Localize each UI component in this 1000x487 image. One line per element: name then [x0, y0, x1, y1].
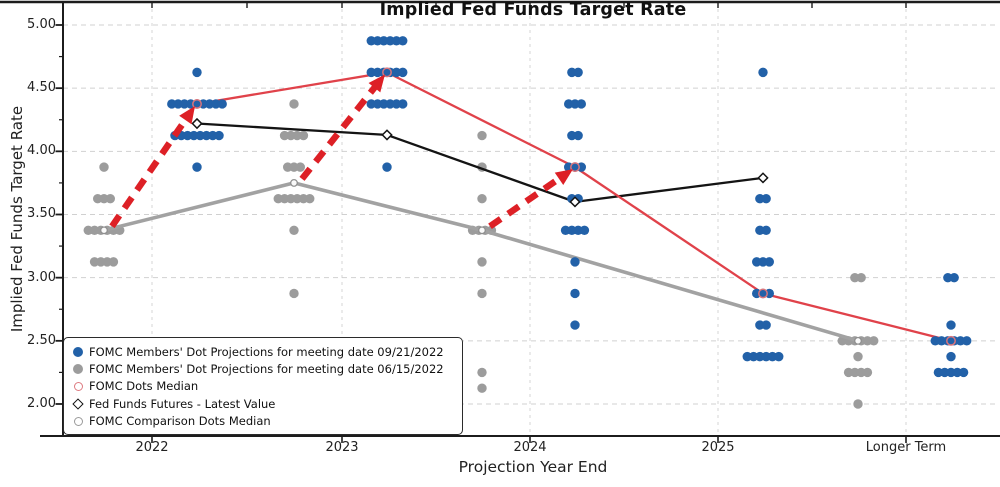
legend-item-dots-0921: FOMC Members' Dot Projections for meetin… [71, 343, 454, 360]
y-tick-label: 4.50 [27, 80, 56, 96]
futures-line [196, 122, 764, 204]
legend-item-futures: Fed Funds Futures - Latest Value [71, 395, 454, 412]
x-tick-label: 2022 [135, 440, 169, 455]
gridlines [63, 2, 997, 436]
x-axis-label: Projection Year End [458, 458, 608, 476]
y-tick-label: 4.00 [27, 143, 56, 159]
x-tick-label: 2025 [701, 440, 735, 455]
chart-legend: FOMC Members' Dot Projections for meetin… [63, 337, 463, 435]
comparison-median-line [103, 181, 859, 343]
legend-label: Fed Funds Futures - Latest Value [89, 396, 276, 411]
y-tick-label: 3.50 [27, 206, 56, 222]
x-tick-label: 2024 [513, 440, 547, 455]
open-diamond-icon [71, 398, 85, 410]
y-tick-label: 2.00 [27, 395, 56, 411]
blue-dot-clusters [167, 36, 972, 378]
gray-open-circle-icon [71, 416, 85, 426]
legend-item-dots-0615: FOMC Members' Dot Projections for meetin… [71, 360, 454, 377]
legend-label: FOMC Dots Median [89, 379, 199, 394]
y-tick-label: 2.50 [27, 332, 56, 348]
chart-title: Implied Fed Funds Target Rate [379, 0, 687, 20]
blue-dot-icon [71, 346, 85, 357]
legend-label: FOMC Members' Dot Projections for meetin… [89, 344, 444, 359]
legend-label: FOMC Comparison Dots Median [89, 414, 271, 429]
x-tick-label: Longer Term [865, 440, 947, 455]
x-tick-label: 2023 [325, 440, 359, 455]
dots-median-line [196, 71, 952, 342]
y-tick-label: 3.00 [27, 269, 56, 285]
legend-item-dots-median: FOMC Dots Median [71, 378, 454, 395]
gray-dot-icon [71, 364, 85, 375]
median-shift-arrows [109, 74, 573, 229]
median-markers [100, 67, 956, 346]
y-tick-label: 5.00 [27, 17, 56, 32]
red-open-circle-icon [71, 381, 85, 391]
legend-item-comparison-median: FOMC Comparison Dots Median [71, 413, 454, 430]
legend-label: FOMC Members' Dot Projections for meetin… [89, 362, 444, 377]
